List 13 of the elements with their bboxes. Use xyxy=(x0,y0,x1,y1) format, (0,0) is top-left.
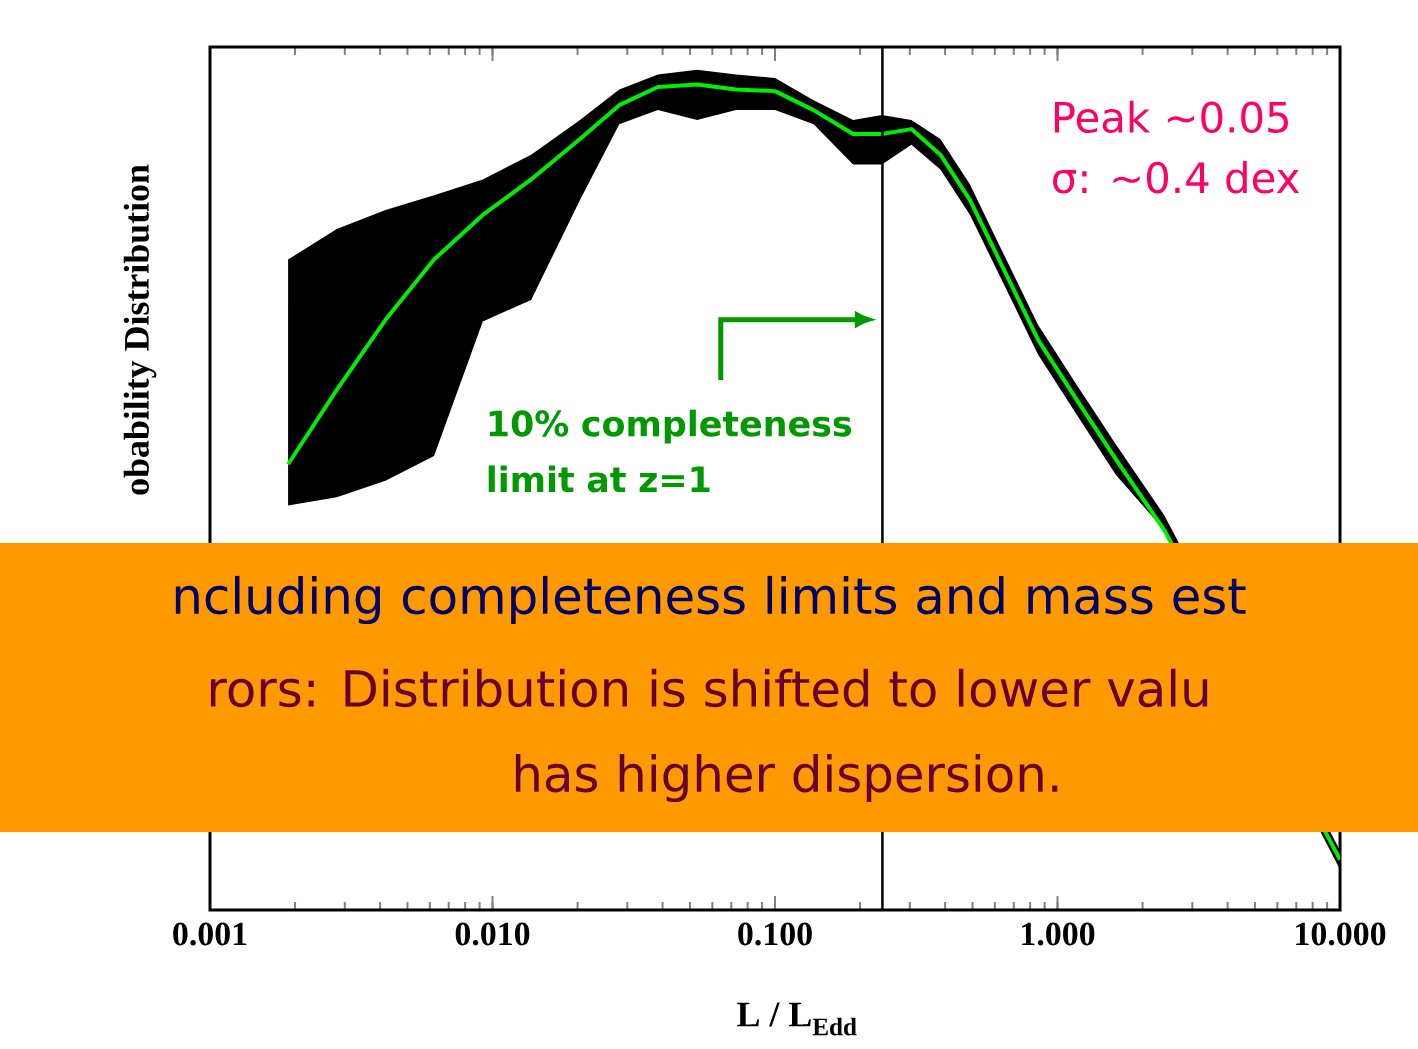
annotation: has higher dispersion. xyxy=(515,753,1058,803)
annotation: 10% completeness limit at z=1 xyxy=(488,409,852,493)
y-axis-title: obability Distribution xyxy=(123,164,157,495)
x-tick-label: 0.010 xyxy=(455,922,530,946)
annotation: Peak ~0.05 xyxy=(1054,100,1289,134)
annotation: ncluding completeness limits and mass est xyxy=(175,575,1246,625)
annotation: rors: Distribution is shifted to lower valu xyxy=(210,668,1208,708)
x-tick-label: 10.000 xyxy=(1296,922,1386,946)
x-axis-title: L / L$_{Edd}$ xyxy=(737,1002,857,1036)
annotation: σ: ~0.4 dex xyxy=(1053,161,1300,194)
x-tick-label: 0.001 xyxy=(173,922,247,946)
x-tick-label: 0.100 xyxy=(738,922,812,946)
x-tick-label: 1.000 xyxy=(1022,922,1095,946)
